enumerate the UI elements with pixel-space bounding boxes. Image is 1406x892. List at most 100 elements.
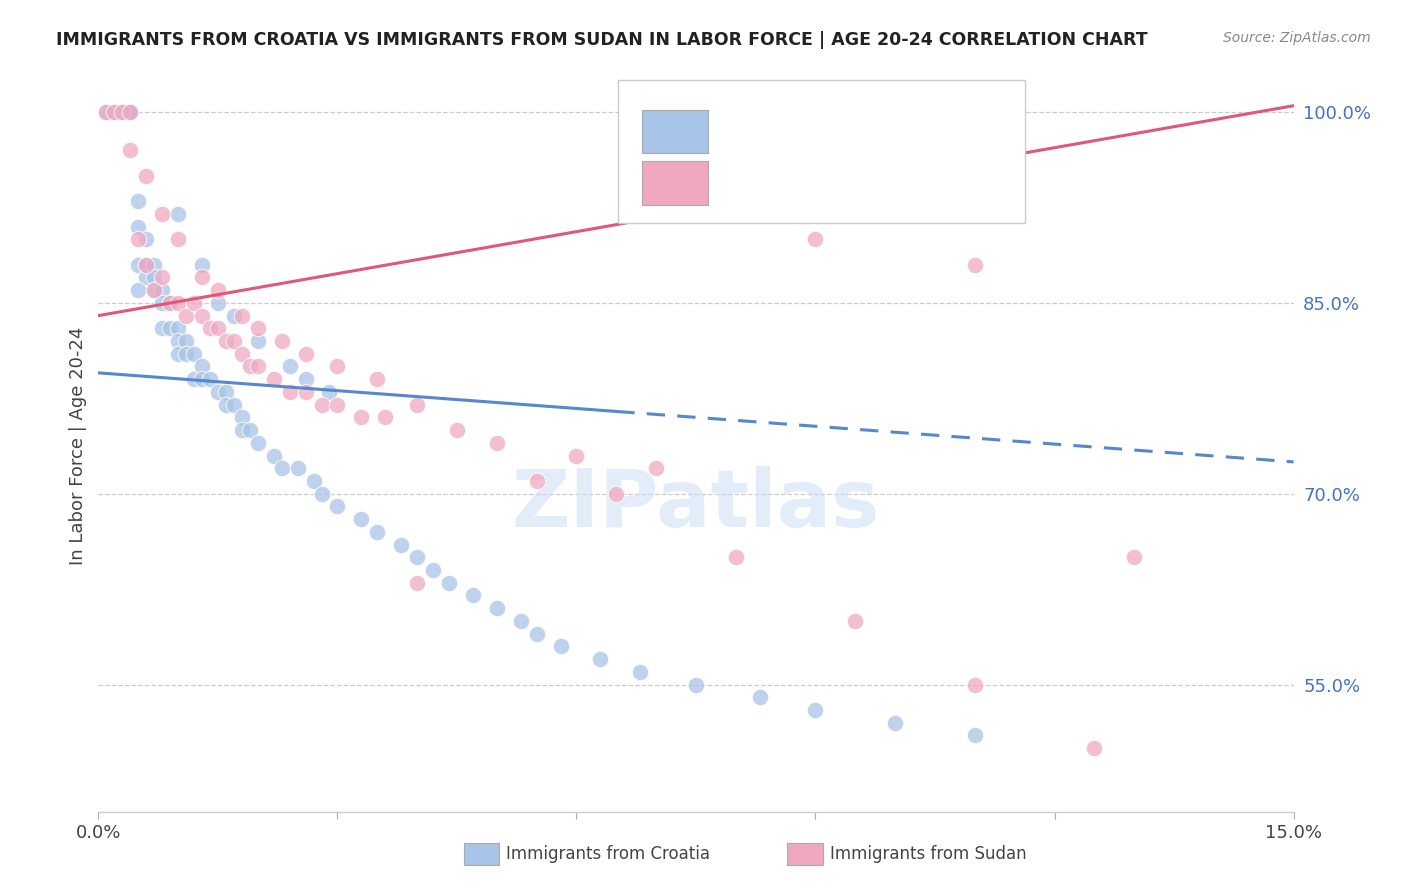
Point: [804, 232, 827, 246]
Point: [222, 398, 245, 412]
Point: [311, 398, 333, 412]
Point: [461, 589, 484, 603]
Point: [589, 652, 612, 666]
Point: [143, 283, 166, 297]
Point: [183, 296, 205, 310]
Point: [263, 449, 285, 463]
Point: [167, 334, 190, 348]
Point: [963, 258, 986, 272]
Point: [231, 423, 253, 437]
Y-axis label: In Labor Force | Age 20-24: In Labor Force | Age 20-24: [69, 326, 87, 566]
Point: [143, 283, 166, 297]
Point: [127, 219, 149, 234]
Point: [127, 194, 149, 208]
Point: [174, 309, 197, 323]
Point: [326, 359, 349, 374]
Point: [103, 105, 125, 120]
Point: [565, 449, 588, 463]
Point: [167, 232, 190, 246]
Point: [550, 640, 572, 654]
Point: [326, 398, 349, 412]
Point: [326, 500, 349, 514]
Point: [120, 105, 142, 120]
Point: [127, 258, 149, 272]
Point: [526, 626, 548, 640]
Point: [1123, 550, 1146, 565]
Point: [724, 550, 747, 565]
Point: [406, 575, 429, 590]
Text: R =: R =: [720, 155, 761, 174]
FancyBboxPatch shape: [643, 161, 709, 204]
Text: Source: ZipAtlas.com: Source: ZipAtlas.com: [1223, 31, 1371, 45]
Point: [150, 207, 173, 221]
Point: [111, 105, 134, 120]
Point: [191, 372, 214, 386]
Point: [270, 461, 292, 475]
Point: [222, 334, 245, 348]
Point: [135, 232, 157, 246]
FancyBboxPatch shape: [619, 80, 1025, 223]
Text: 74: 74: [905, 103, 931, 121]
Point: [350, 512, 373, 526]
Point: [103, 105, 125, 120]
Point: [231, 410, 253, 425]
Point: [96, 105, 118, 120]
Point: [120, 105, 142, 120]
Point: [963, 728, 986, 742]
Point: [150, 296, 173, 310]
Text: N =: N =: [858, 103, 900, 121]
Point: [174, 334, 197, 348]
Point: [278, 384, 301, 399]
Point: [605, 486, 627, 500]
Point: [645, 461, 668, 475]
Point: [159, 296, 181, 310]
Point: [374, 410, 396, 425]
Point: [127, 283, 149, 297]
Point: [135, 270, 157, 285]
Point: [294, 347, 316, 361]
Point: [628, 665, 651, 679]
Point: [302, 474, 325, 488]
Point: [143, 270, 166, 285]
Point: [191, 258, 214, 272]
Point: [406, 550, 429, 565]
Point: [135, 258, 157, 272]
Point: [422, 563, 444, 577]
Point: [167, 207, 190, 221]
Point: [748, 690, 770, 705]
Point: [884, 715, 907, 730]
Point: [294, 372, 316, 386]
Text: 57: 57: [905, 155, 931, 174]
Point: [167, 347, 190, 361]
Point: [111, 105, 134, 120]
Point: [135, 258, 157, 272]
Point: [135, 169, 157, 183]
Point: [222, 309, 245, 323]
Point: [263, 372, 285, 386]
Text: 0.251: 0.251: [773, 155, 839, 174]
Text: Immigrants from Croatia: Immigrants from Croatia: [506, 845, 710, 863]
Point: [159, 296, 181, 310]
Point: [311, 486, 333, 500]
Point: [239, 423, 262, 437]
Point: [215, 384, 238, 399]
Point: [287, 461, 309, 475]
Point: [183, 347, 205, 361]
Point: [111, 105, 134, 120]
Point: [366, 524, 388, 539]
Text: IMMIGRANTS FROM CROATIA VS IMMIGRANTS FROM SUDAN IN LABOR FORCE | AGE 20-24 CORR: IMMIGRANTS FROM CROATIA VS IMMIGRANTS FR…: [56, 31, 1147, 49]
Point: [150, 283, 173, 297]
Point: [120, 105, 142, 120]
Point: [231, 309, 253, 323]
Point: [174, 347, 197, 361]
Text: Immigrants from Sudan: Immigrants from Sudan: [830, 845, 1026, 863]
Point: [96, 105, 118, 120]
Point: [963, 677, 986, 691]
Point: [183, 372, 205, 386]
Point: [366, 372, 388, 386]
Point: [246, 435, 269, 450]
Point: [406, 398, 429, 412]
Point: [350, 410, 373, 425]
Point: [270, 334, 292, 348]
Point: [239, 359, 262, 374]
